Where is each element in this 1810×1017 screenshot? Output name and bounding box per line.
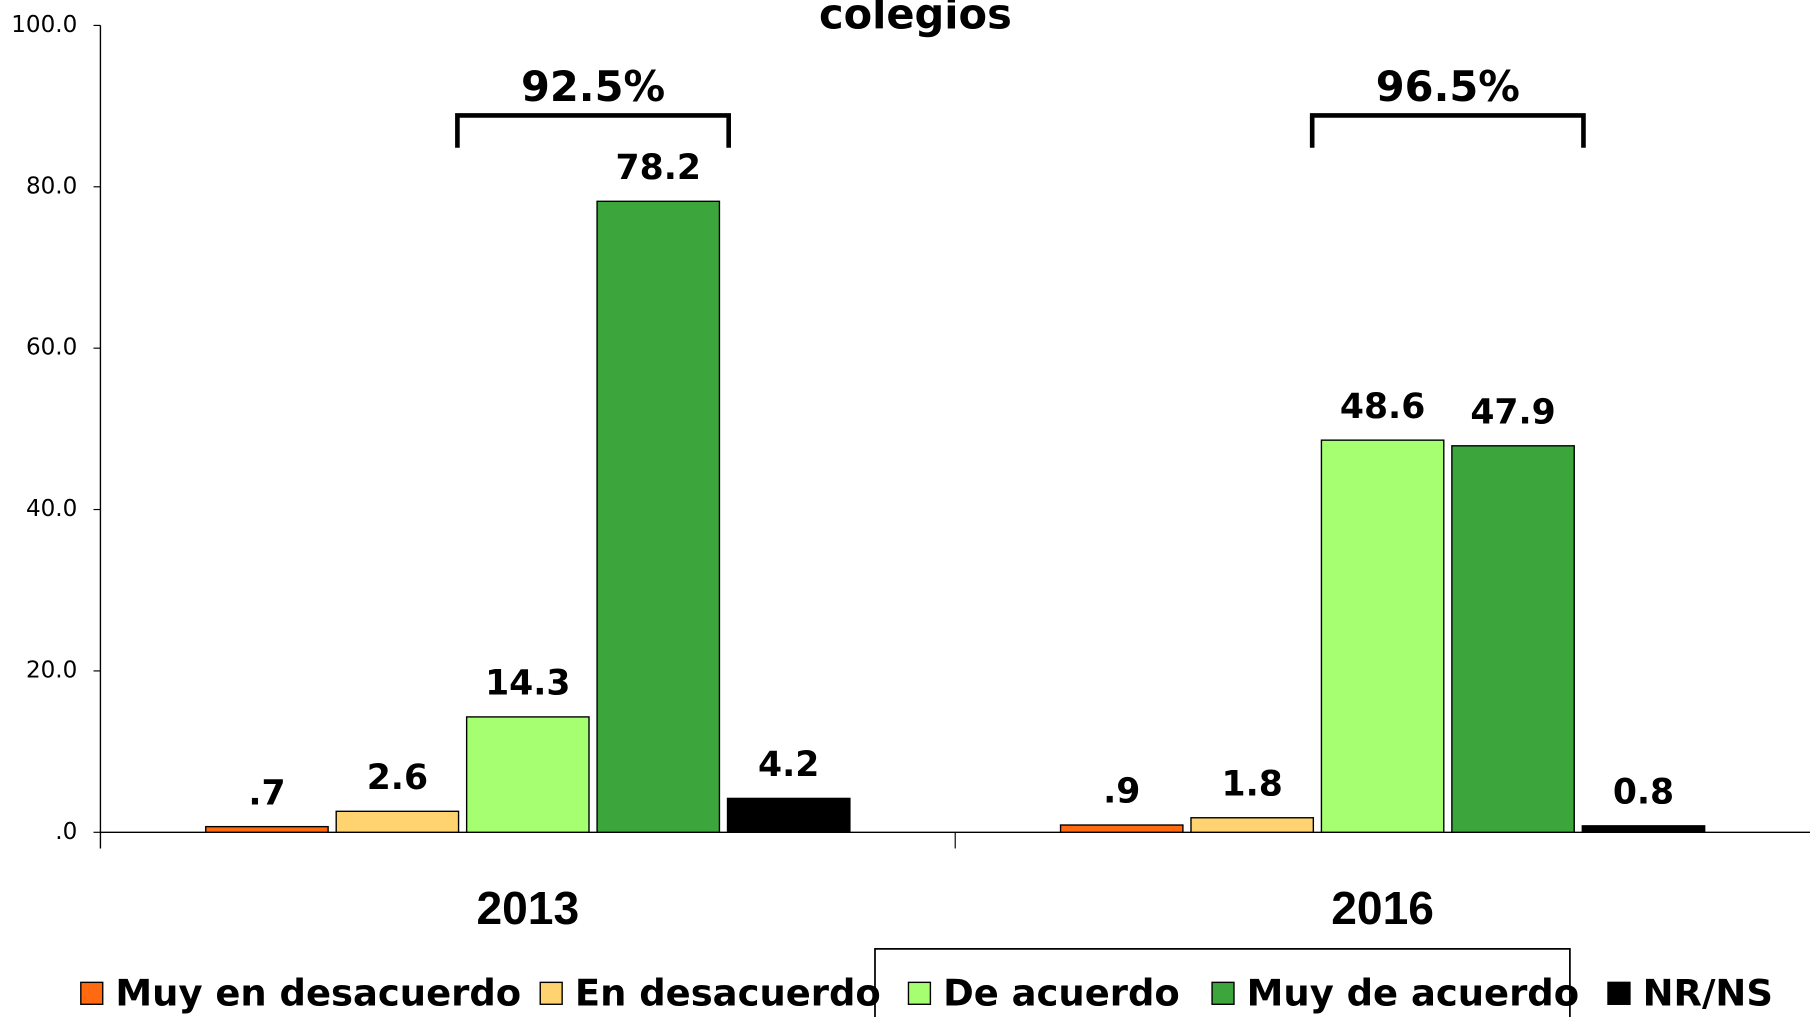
annotation: 92.5% [521, 62, 665, 111]
bar [1059, 824, 1184, 833]
legend-label: Muy en desacuerdo [115, 972, 521, 1015]
x-tick-label: 2016 [1331, 882, 1434, 934]
legend-label: De acuerdo [943, 972, 1180, 1015]
legend-swatch [539, 981, 563, 1005]
legend-swatch [80, 981, 104, 1005]
bar [205, 825, 329, 833]
legend-frame [874, 948, 1571, 1017]
legend-swatch [907, 981, 932, 1005]
value-label: 4.2 [758, 745, 819, 785]
legend-label: En desacuerdo [575, 972, 881, 1015]
bar [726, 797, 851, 833]
value-label: 47.9 [1470, 392, 1555, 432]
y-tick-label: 100.0 [11, 12, 77, 38]
value-label: .7 [248, 773, 285, 813]
bracket [1309, 113, 1586, 148]
annotation: 96.5% [1376, 62, 1520, 111]
bar [335, 810, 460, 833]
y-tick-label: 40.0 [26, 496, 77, 522]
bar [465, 716, 590, 833]
y-tick-label: 60.0 [26, 335, 77, 361]
value-label: 14.3 [485, 664, 570, 704]
bar [1581, 825, 1706, 833]
chart-title: colegios [819, 0, 1012, 38]
bracket [455, 113, 731, 148]
bar [1451, 445, 1575, 833]
bar [1190, 817, 1315, 833]
bar [596, 200, 721, 833]
legend-label: Muy de acuerdo [1247, 972, 1579, 1015]
y-tick-label: 80.0 [26, 173, 77, 199]
value-label: 1.8 [1221, 764, 1282, 804]
y-tick-label: .0 [55, 819, 77, 845]
legend-swatch [1211, 981, 1235, 1005]
x-tick-label: 2013 [476, 882, 579, 934]
value-label: 48.6 [1340, 387, 1425, 427]
legend-swatch [1607, 981, 1631, 1005]
y-tick-label: 20.0 [26, 657, 77, 683]
bar [1320, 439, 1445, 833]
value-label: 78.2 [616, 148, 701, 188]
value-label: 0.8 [1613, 773, 1674, 813]
legend-label: NR/NS [1643, 972, 1773, 1015]
value-label: .9 [1103, 772, 1140, 812]
value-label: 2.6 [367, 758, 428, 798]
